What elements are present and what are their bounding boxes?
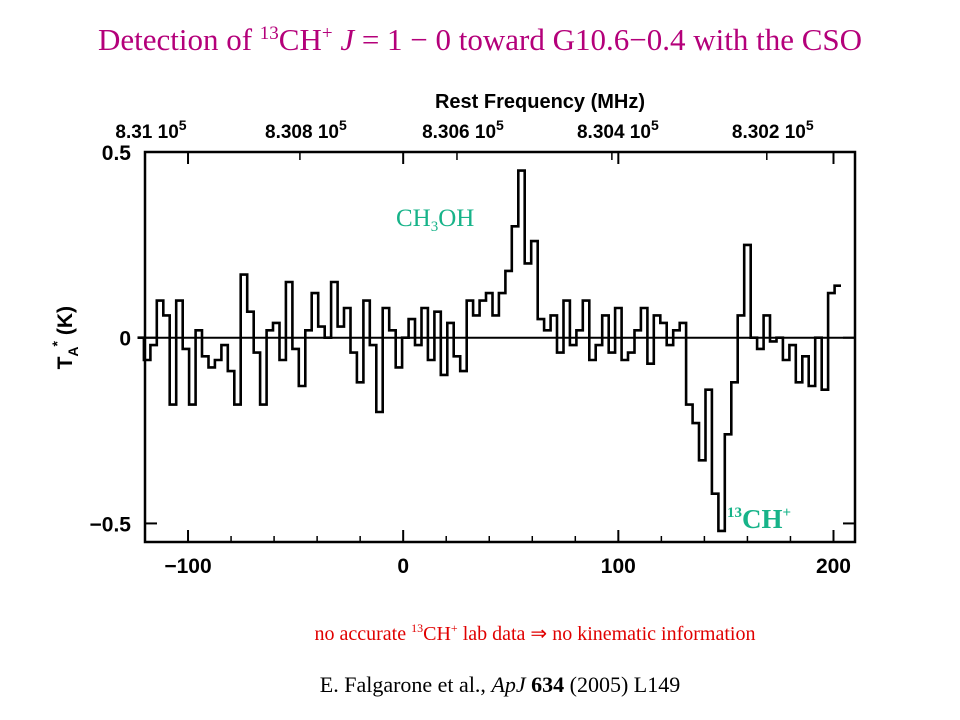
x-axis-label: Velocity (km/s) (426, 584, 573, 586)
citation: E. Falgarone et al., ApJ 634 (2005) L149 (319, 672, 681, 697)
annotation-ch3oh: CH3OH (396, 205, 475, 235)
x-tick-label: 0 (397, 555, 409, 578)
top-tick-label: 8.31 105 (115, 117, 186, 143)
top-tick-label: 8.308 105 (265, 117, 347, 143)
top-tick-label: 8.304 105 (577, 117, 659, 143)
spectrum-chart: −100 0 100 200 0.5 0 −0.5 8.31 105 8.308 105 8.30… (49, 91, 857, 586)
y-axis-label: TA* (K) (49, 306, 81, 369)
plot-frame (143, 150, 857, 544)
top-axis-label: Rest Frequency (MHz) (435, 91, 645, 113)
slide-title: Detection of 13CH+ J = 1 − 0 toward G10.… (97, 22, 863, 57)
annotation-13ch-plus: 13CH+ (727, 504, 792, 534)
y-tick-label: 0.5 (102, 142, 132, 165)
y-tick-label: 0 (119, 328, 131, 351)
x-tick-label: 100 (601, 555, 636, 578)
y-tick-label: −0.5 (90, 513, 132, 536)
top-tick-label: 8.302 105 (732, 117, 814, 143)
top-tick-label: 8.306 105 (422, 117, 504, 143)
spectrum-line (137, 169, 841, 533)
x-tick-label: −100 (164, 555, 211, 578)
x-tick-label: 200 (816, 555, 851, 578)
lab-data-note: no accurate 13CH+ lab data ⇒ no kinemati… (314, 621, 756, 645)
